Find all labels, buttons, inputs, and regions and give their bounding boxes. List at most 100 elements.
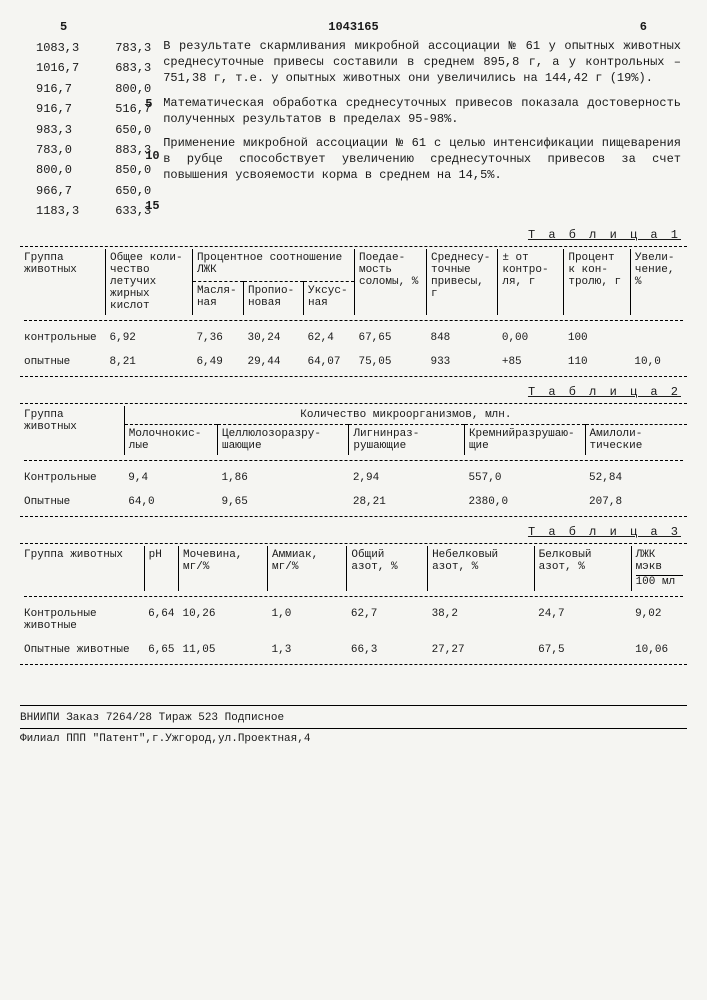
col-mark-right: 6 <box>640 20 647 34</box>
td: 1,0 <box>268 602 347 638</box>
th: Лигнинраз­рушающие <box>349 424 465 455</box>
th: Общее коли­чество лету­чих жирных кислот <box>106 249 193 315</box>
th: Процентное соот­ношение ЛЖК <box>192 249 354 282</box>
td: 27,27 <box>428 638 535 662</box>
th: Амилоли­тические <box>585 424 687 455</box>
td: 10,26 <box>179 602 268 638</box>
td: Контрольные животные <box>20 602 144 638</box>
num-cell: 683,3 <box>115 58 151 78</box>
td: 6,65 <box>144 638 178 662</box>
td: 2,94 <box>349 466 465 490</box>
td: 62,7 <box>347 602 428 638</box>
margin-number: 5 <box>145 96 152 112</box>
table2-label: Т а б л и ц а 2 <box>20 379 687 401</box>
td: 66,3 <box>347 638 428 662</box>
td: Опытные животные <box>20 638 144 662</box>
td: 64,07 <box>303 350 354 374</box>
td: 30,24 <box>243 326 303 350</box>
td: 848 <box>426 326 497 350</box>
th: Белко­вый азот, % <box>534 546 631 591</box>
td: 67,5 <box>534 638 631 662</box>
left-number-columns: 1083,3 1016,7 916,7 916,7 983,3 783,0 80… <box>20 38 151 222</box>
td: 10,0 <box>630 350 687 374</box>
td: 67,65 <box>354 326 426 350</box>
table2: Группа животных Количество микроорганизм… <box>20 406 687 514</box>
td: 38,2 <box>428 602 535 638</box>
num-cell: 916,7 <box>36 79 79 99</box>
td <box>630 326 687 350</box>
paragraph: Применение микробной ассоциации № 61 с ц… <box>163 135 681 184</box>
td: 64,0 <box>124 490 217 514</box>
th: Масля­ная <box>192 282 243 315</box>
td: 557,0 <box>464 466 585 490</box>
col-mark-left: 5 <box>60 20 67 34</box>
th: Группа животных <box>20 249 106 315</box>
margin-number: 15 <box>145 198 159 214</box>
td: 10,06 <box>631 638 687 662</box>
right-text-block: В результате скармливания микробной ассо… <box>163 38 687 222</box>
num-col-b: 783,3 683,3 800,0 516,7 650,0 883,3 850,… <box>115 38 151 222</box>
td: 1,86 <box>217 466 348 490</box>
th: Мочеви­на, мг/% <box>179 546 268 591</box>
td: 0,00 <box>498 326 564 350</box>
th: Небел­ковый азот, % <box>428 546 535 591</box>
td: 6,49 <box>192 350 243 374</box>
td: опытные <box>20 350 106 374</box>
num-cell: 800,0 <box>36 160 79 180</box>
td: 9,4 <box>124 466 217 490</box>
td: 24,7 <box>534 602 631 638</box>
dash-rule <box>20 376 687 377</box>
table-row: Контрольные животные 6,64 10,26 1,0 62,7… <box>20 602 687 638</box>
table1: Группа животных Общее коли­чество лету­ч… <box>20 249 687 374</box>
dash-rule <box>20 543 687 544</box>
th-sub: ЛЖК мэкв <box>636 549 683 576</box>
doc-number: 1043165 <box>328 20 378 34</box>
td: 100 <box>564 326 631 350</box>
dash-rule <box>24 596 683 597</box>
num-cell: 983,3 <box>36 120 79 140</box>
num-cell: 783,0 <box>36 140 79 160</box>
td: 75,05 <box>354 350 426 374</box>
num-cell: 1016,7 <box>36 58 79 78</box>
th: Молочнокис­лые <box>124 424 217 455</box>
th: рН <box>144 546 178 591</box>
margin-number: 10 <box>145 148 159 164</box>
th: Общий азот, % <box>347 546 428 591</box>
th: ± от контро­ля, г <box>498 249 564 315</box>
td: 933 <box>426 350 497 374</box>
td: 52,84 <box>585 466 687 490</box>
dash-rule <box>20 664 687 665</box>
td: Контрольные <box>20 466 124 490</box>
td: 8,21 <box>106 350 193 374</box>
td: 9,02 <box>631 602 687 638</box>
th: Группа животных <box>20 546 144 591</box>
td: 28,21 <box>349 490 465 514</box>
table3-label: Т а б л и ц а 3 <box>20 519 687 541</box>
td: 110 <box>564 350 631 374</box>
td: 11,05 <box>179 638 268 662</box>
table-row: контрольные 6,92 7,36 30,24 62,4 67,65 8… <box>20 326 687 350</box>
num-cell: 650,0 <box>115 120 151 140</box>
td: 9,65 <box>217 490 348 514</box>
page: 5 1043165 6 1083,3 1016,7 916,7 916,7 98… <box>20 20 687 745</box>
page-column-marks: 5 1043165 6 <box>20 20 687 38</box>
num-col-a: 1083,3 1016,7 916,7 916,7 983,3 783,0 80… <box>36 38 79 222</box>
table1-label: Т а б л и ц а 1 <box>20 222 687 244</box>
td: контрольные <box>20 326 106 350</box>
th: Группа животных <box>20 406 124 455</box>
dash-rule <box>24 320 683 321</box>
th: Про­цент к кон­тролю, г <box>564 249 631 315</box>
td: 7,36 <box>192 326 243 350</box>
table-row: Опытные 64,0 9,65 28,21 2380,0 207,8 <box>20 490 687 514</box>
td: Опытные <box>20 490 124 514</box>
th: Целлюло­зоразру­шающие <box>217 424 348 455</box>
td: +85 <box>498 350 564 374</box>
num-cell: 966,7 <box>36 181 79 201</box>
table3: Группа животных рН Мочеви­на, мг/% Аммиа… <box>20 546 687 662</box>
td: 6,92 <box>106 326 193 350</box>
dash-rule <box>20 246 687 247</box>
table-row: Опытные животные 6,65 11,05 1,3 66,3 27,… <box>20 638 687 662</box>
td: 2380,0 <box>464 490 585 514</box>
dash-rule <box>20 516 687 517</box>
th: Поедае­мость соло­мы, % <box>354 249 426 315</box>
